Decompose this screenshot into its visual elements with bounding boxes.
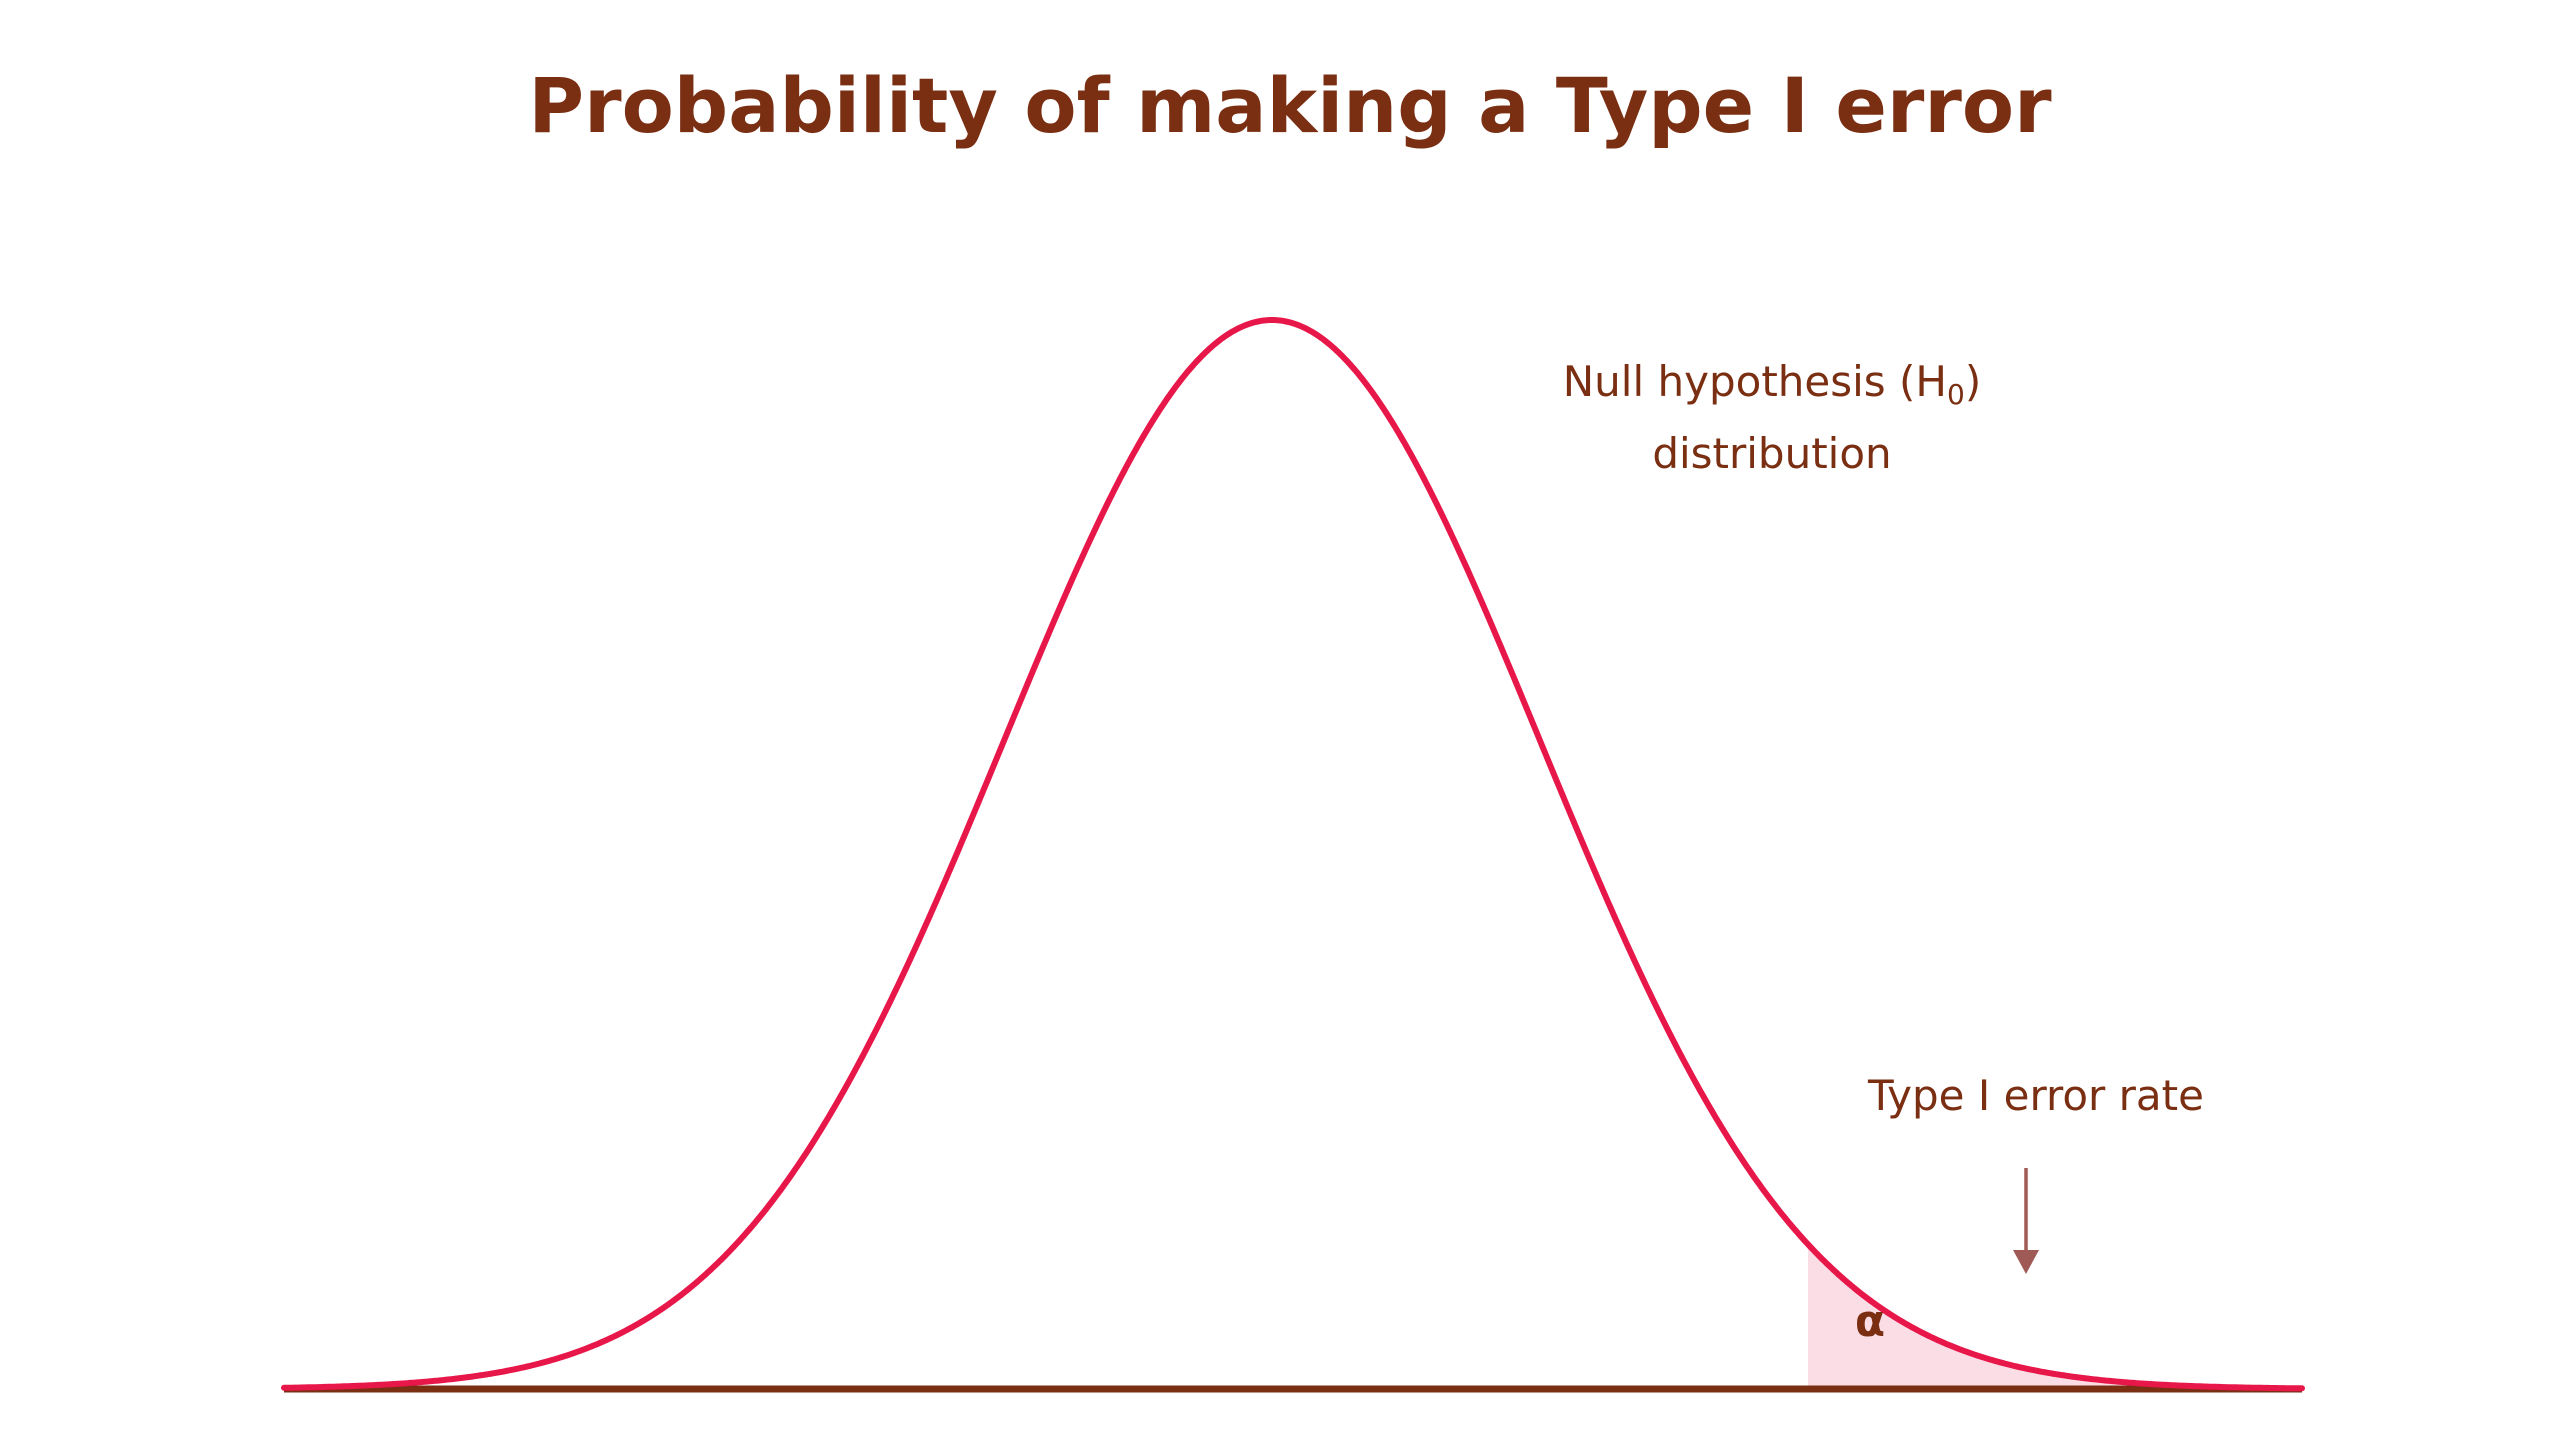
alpha-rejection-region (1808, 1244, 2302, 1389)
null-hypothesis-label: Null hypothesis (H0) distribution (1563, 357, 1981, 478)
null-label-subscript: 0 (1947, 378, 1965, 411)
null-label-suffix: ) (1965, 357, 1981, 406)
null-distribution-curve (281, 317, 2305, 1392)
null-hypothesis-label-line1: Null hypothesis (H0) (1563, 357, 1981, 411)
down-arrow-icon (2013, 1168, 2039, 1274)
type-i-error-rate-label: Type I error rate (1867, 1071, 2204, 1120)
alpha-symbol: α (1855, 1296, 1885, 1347)
null-hypothesis-label-line2: distribution (1652, 429, 1891, 478)
null-label-prefix: Null hypothesis (H (1563, 357, 1947, 406)
diagram-title: Probability of making a Type I error (528, 61, 2052, 150)
